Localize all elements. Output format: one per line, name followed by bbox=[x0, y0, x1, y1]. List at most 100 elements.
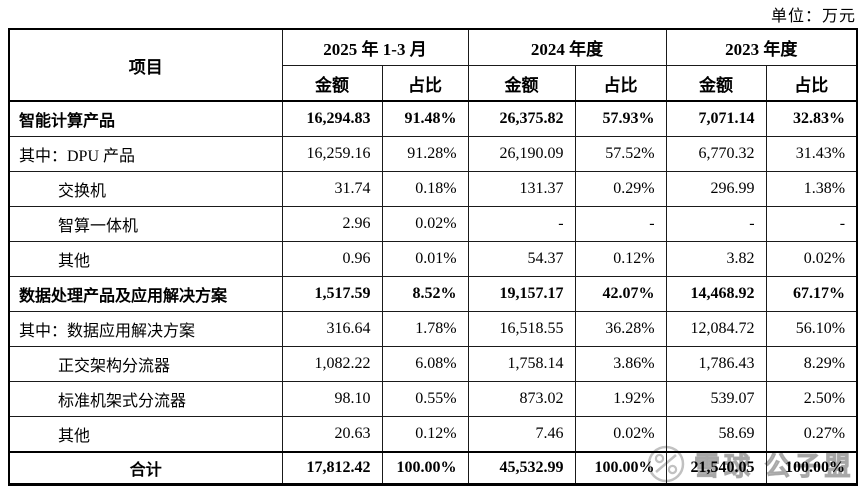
table-row: 智算一体机 2.96 0.02% - - - - bbox=[8, 206, 858, 242]
table-row: 标准机架式分流器 98.10 0.55% 873.02 1.92% 539.07 2.50% bbox=[8, 381, 858, 417]
row-label: 智能计算产品 bbox=[8, 100, 283, 137]
table-row: 交换机 31.74 0.18% 131.37 0.29% 296.99 1.38% bbox=[8, 171, 858, 207]
amount-cell: 45,532.99 bbox=[467, 451, 576, 485]
row-label: 其他 bbox=[8, 241, 283, 277]
table-body: 智能计算产品 16,294.83 91.48% 26,375.82 57.93% 7,07… bbox=[8, 100, 858, 485]
table-header: 项目 2025 年 1-3 月 2024 年度 2023 年度 金额 占比 金额… bbox=[8, 28, 858, 102]
period-header-2025: 2025 年 1-3 月 bbox=[281, 28, 469, 66]
amount-cell: - bbox=[467, 206, 576, 242]
ratio-cell: 100.00% bbox=[381, 451, 469, 485]
table-row: 其中：数据应用解决方案 316.64 1.78% 16,518.55 36.28% 12,… bbox=[8, 311, 858, 347]
amount-cell: - bbox=[665, 206, 767, 242]
period-header-2024: 2024 年度 bbox=[467, 28, 667, 66]
amount-cell: 1,082.22 bbox=[281, 346, 383, 382]
ratio-header-2025: 占比 bbox=[381, 65, 469, 102]
row-label: 数据处理产品及应用解决方案 bbox=[8, 276, 283, 312]
ratio-cell: 0.12% bbox=[381, 416, 469, 453]
amount-cell: 16,518.55 bbox=[467, 311, 576, 347]
row-label: 标准机架式分流器 bbox=[8, 381, 283, 417]
amount-cell: 296.99 bbox=[665, 171, 767, 207]
ratio-cell: - bbox=[765, 206, 858, 242]
ratio-cell: - bbox=[574, 206, 667, 242]
row-label: 合计 bbox=[8, 451, 283, 485]
ratio-cell: 56.10% bbox=[765, 311, 858, 347]
amount-cell: 98.10 bbox=[281, 381, 383, 417]
row-label: 其中：数据应用解决方案 bbox=[8, 311, 283, 347]
revenue-breakdown-table: 项目 2025 年 1-3 月 2024 年度 2023 年度 金额 占比 金额… bbox=[8, 28, 859, 486]
header-sub-row: 金额 占比 金额 占比 金额 占比 bbox=[9, 65, 858, 102]
ratio-cell: 67.17% bbox=[765, 276, 858, 312]
ratio-cell: 0.55% bbox=[381, 381, 469, 417]
amount-cell: 19,157.17 bbox=[467, 276, 576, 312]
amount-cell: 873.02 bbox=[467, 381, 576, 417]
header-group-row: 项目 2025 年 1-3 月 2024 年度 2023 年度 bbox=[8, 28, 858, 102]
item-column-header: 项目 bbox=[8, 28, 283, 102]
amount-cell: 1,517.59 bbox=[281, 276, 383, 312]
table-row: 数据处理产品及应用解决方案 1,517.59 8.52% 19,157.17 42.07… bbox=[8, 276, 858, 312]
ratio-cell: 0.01% bbox=[381, 241, 469, 277]
ratio-cell: 0.02% bbox=[381, 206, 469, 242]
row-label: 正交架构分流器 bbox=[8, 346, 283, 382]
row-label: 其中：DPU 产品 bbox=[8, 136, 283, 172]
amount-cell: 1,758.14 bbox=[467, 346, 576, 382]
ratio-cell: 0.02% bbox=[574, 416, 667, 453]
amount-cell: 26,375.82 bbox=[467, 100, 576, 137]
amount-cell: 26,190.09 bbox=[467, 136, 576, 172]
table-row: 其他 0.96 0.01% 54.37 0.12% 3.82 0.02% bbox=[8, 241, 858, 277]
amount-cell: 7.46 bbox=[467, 416, 576, 453]
amount-cell: 16,259.16 bbox=[281, 136, 383, 172]
amount-cell: 2.96 bbox=[281, 206, 383, 242]
amount-cell: 3.82 bbox=[665, 241, 767, 277]
amount-cell: 7,071.14 bbox=[665, 100, 767, 137]
ratio-header-2024: 占比 bbox=[574, 65, 667, 102]
amount-cell: 6,770.32 bbox=[665, 136, 767, 172]
ratio-cell: 6.08% bbox=[381, 346, 469, 382]
ratio-cell: 42.07% bbox=[574, 276, 667, 312]
table-row: 智能计算产品 16,294.83 91.48% 26,375.82 57.93% 7,07… bbox=[8, 100, 858, 137]
amount-cell: 316.64 bbox=[281, 311, 383, 347]
amount-cell: 31.74 bbox=[281, 171, 383, 207]
ratio-cell: 100.00% bbox=[574, 451, 667, 485]
ratio-cell: 1.38% bbox=[765, 171, 858, 207]
ratio-cell: 0.27% bbox=[765, 416, 858, 453]
table-row: 其他 20.63 0.12% 7.46 0.02% 58.69 0.27% bbox=[8, 416, 858, 453]
ratio-header-2023: 占比 bbox=[765, 65, 858, 102]
amount-cell: 0.96 bbox=[281, 241, 383, 277]
ratio-cell: 8.52% bbox=[381, 276, 469, 312]
ratio-cell: 57.93% bbox=[574, 100, 667, 137]
ratio-cell: 36.28% bbox=[574, 311, 667, 347]
ratio-cell: 91.48% bbox=[381, 100, 469, 137]
ratio-cell: 3.86% bbox=[574, 346, 667, 382]
table-row: 正交架构分流器 1,082.22 6.08% 1,758.14 3.86% 1,786.4… bbox=[8, 346, 858, 382]
amount-cell: 20.63 bbox=[281, 416, 383, 453]
amount-cell: 12,084.72 bbox=[665, 311, 767, 347]
amount-header-2024: 金额 bbox=[467, 65, 576, 102]
ratio-cell: 1.92% bbox=[574, 381, 667, 417]
amount-cell: 16,294.83 bbox=[281, 100, 383, 137]
ratio-cell: 2.50% bbox=[765, 381, 858, 417]
row-label: 交换机 bbox=[8, 171, 283, 207]
ratio-cell: 31.43% bbox=[765, 136, 858, 172]
ratio-cell: 32.83% bbox=[765, 100, 858, 137]
row-label: 智算一体机 bbox=[8, 206, 283, 242]
amount-cell: 14,468.92 bbox=[665, 276, 767, 312]
amount-header-2023: 金额 bbox=[665, 65, 767, 102]
row-label: 其他 bbox=[8, 416, 283, 453]
ratio-cell: 57.52% bbox=[574, 136, 667, 172]
total-row: 合计 17,812.42 100.00% 45,532.99 100.00% 21,540… bbox=[8, 451, 858, 485]
ratio-cell: 91.28% bbox=[381, 136, 469, 172]
ratio-cell: 8.29% bbox=[765, 346, 858, 382]
ratio-cell: 1.78% bbox=[381, 311, 469, 347]
amount-header-2025: 金额 bbox=[281, 65, 383, 102]
table-row: 其中：DPU 产品 16,259.16 91.28% 26,190.09 57.52% 6… bbox=[8, 136, 858, 172]
amount-cell: 131.37 bbox=[467, 171, 576, 207]
ratio-cell: 0.12% bbox=[574, 241, 667, 277]
ratio-cell: 0.18% bbox=[381, 171, 469, 207]
amount-cell: 17,812.42 bbox=[281, 451, 383, 485]
ratio-cell: 0.02% bbox=[765, 241, 858, 277]
amount-cell: 58.69 bbox=[665, 416, 767, 453]
period-header-2023: 2023 年度 bbox=[665, 28, 858, 66]
amount-cell: 1,786.43 bbox=[665, 346, 767, 382]
amount-cell: 21,540.05 bbox=[665, 451, 767, 485]
